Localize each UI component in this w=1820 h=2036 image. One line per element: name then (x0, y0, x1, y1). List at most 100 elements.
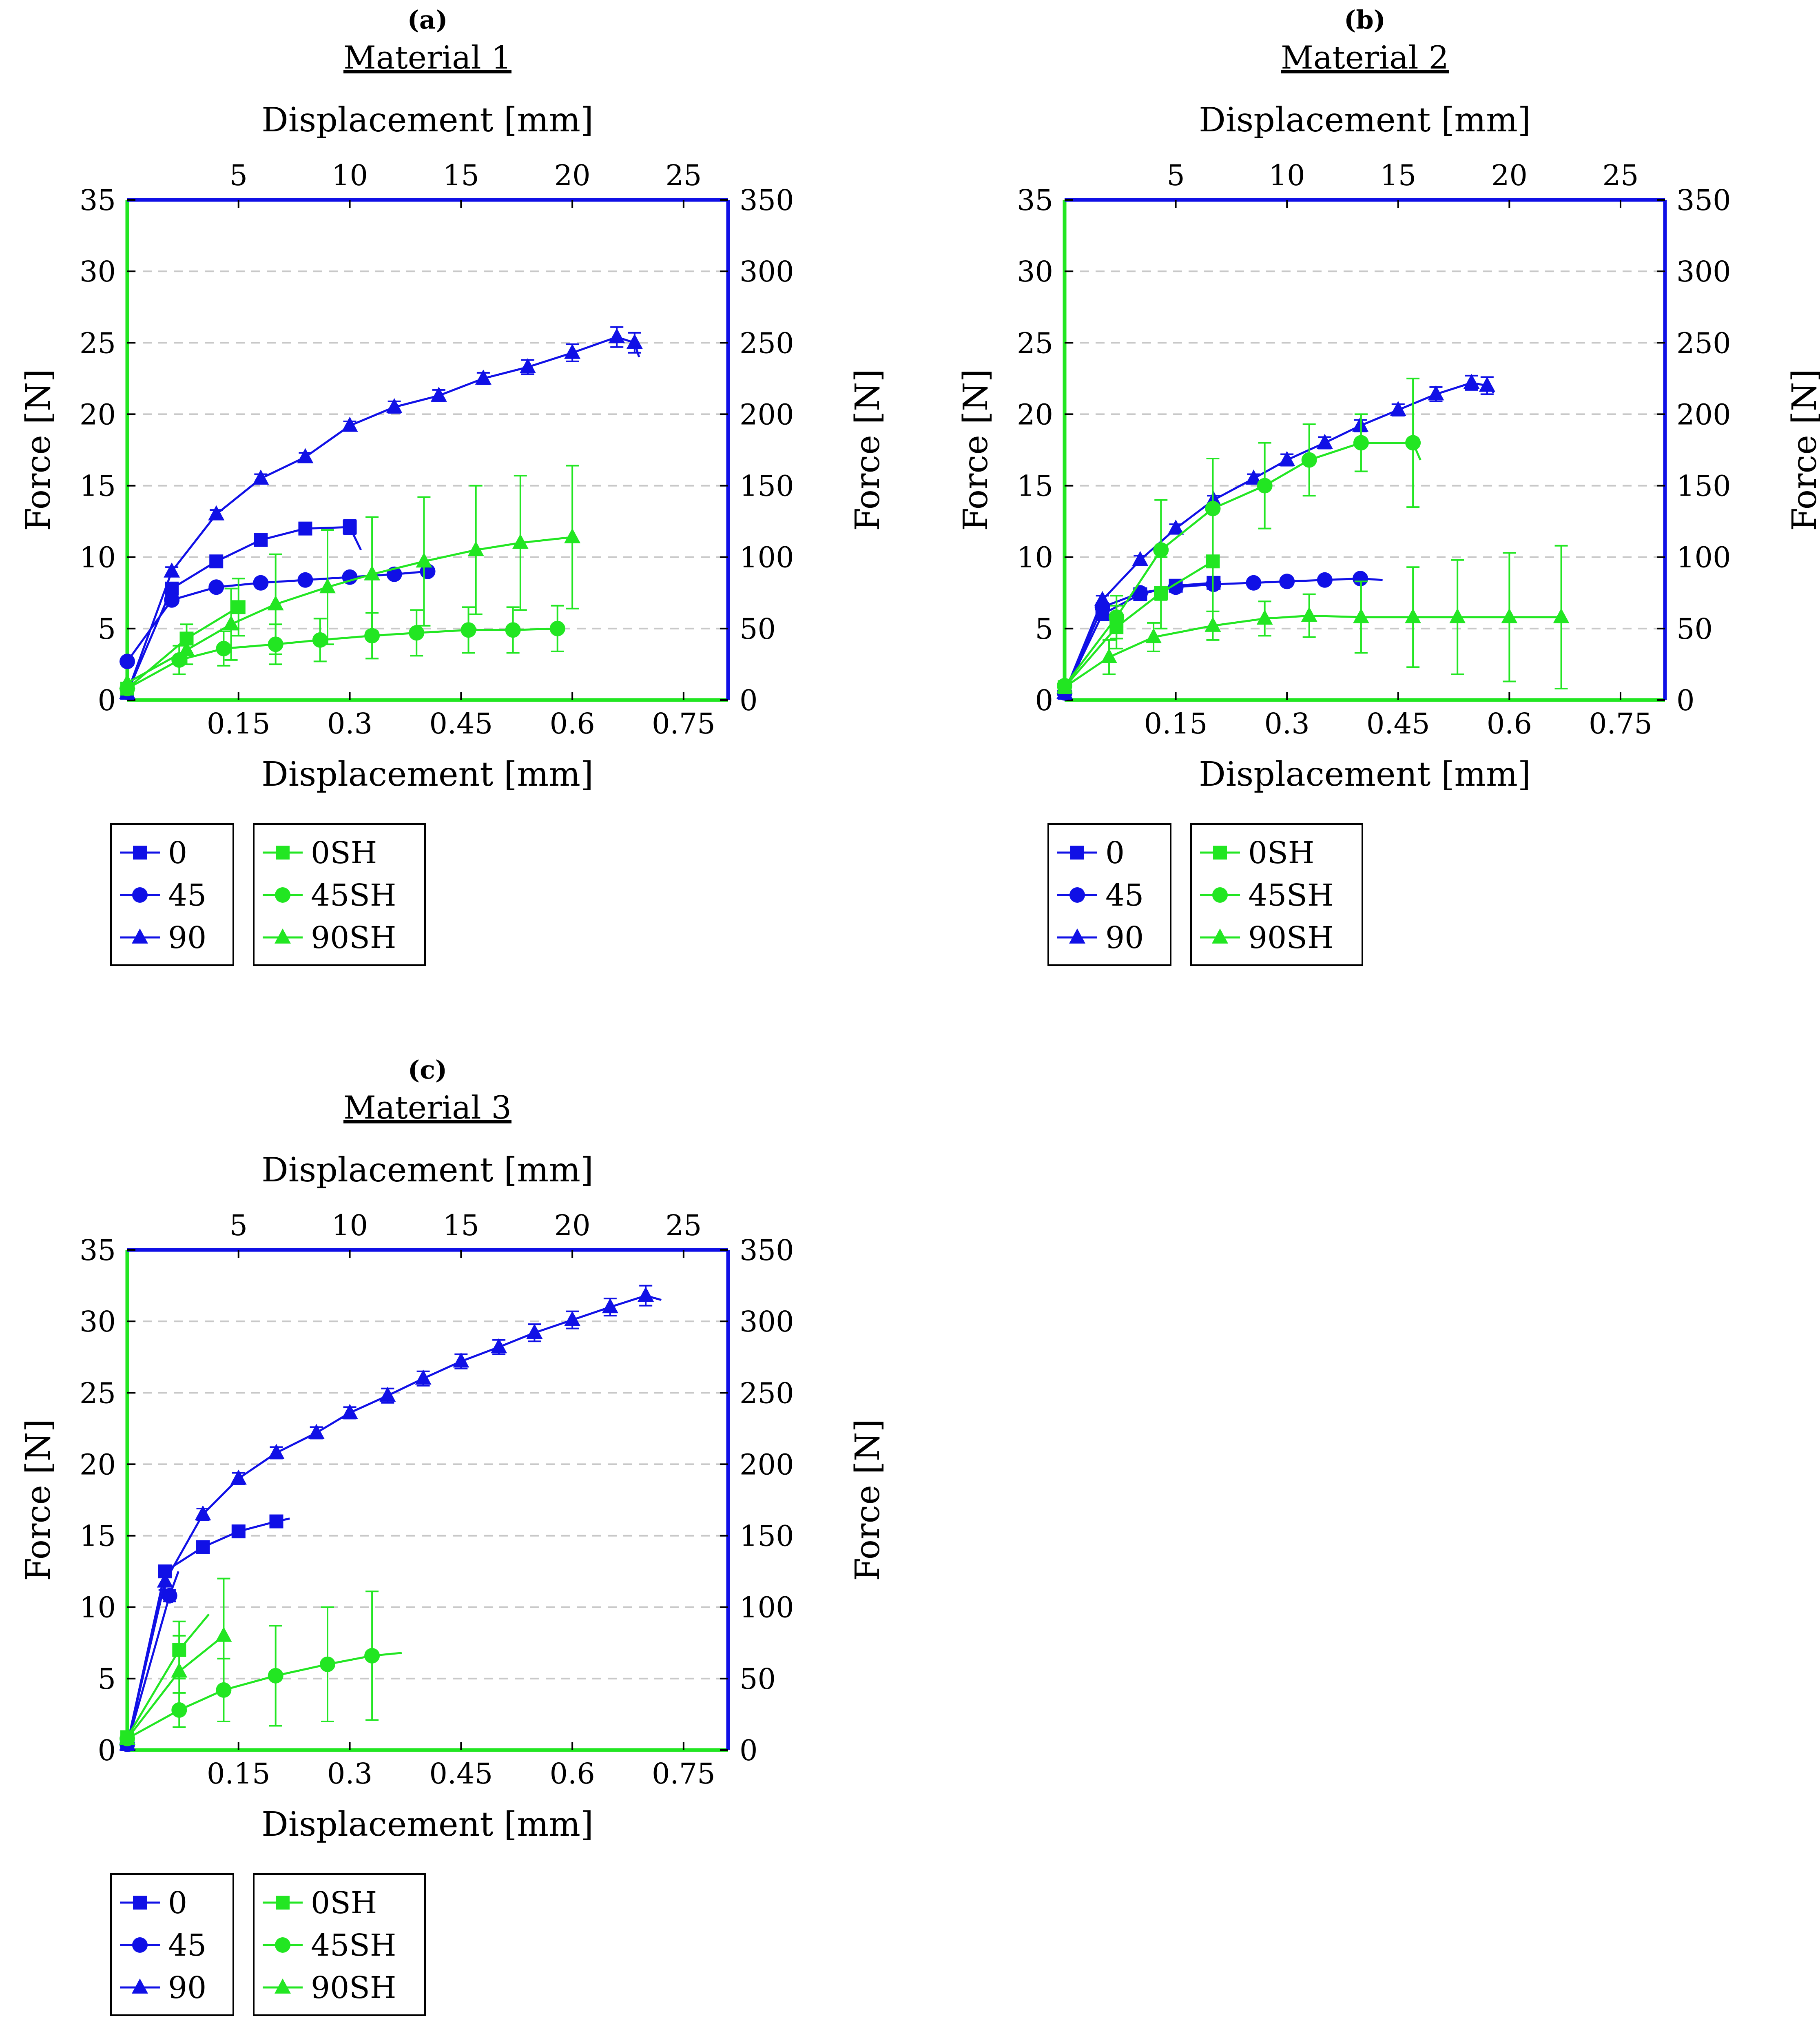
data-point-0SH (231, 600, 246, 614)
legend-label: 0 (1105, 835, 1125, 871)
y-tick-label-right: 250 (1676, 326, 1731, 360)
y-tick-label-right: 50 (1676, 612, 1713, 646)
series-line-90SH (1064, 614, 1561, 688)
y-tick-label-left: 5 (1035, 612, 1053, 646)
data-point-90 (341, 1404, 358, 1419)
legend-label: 45 (1105, 878, 1144, 913)
data-point-90 (564, 1311, 581, 1326)
data-point-45SH (409, 625, 425, 641)
legend-green: 0SH 45SH 90SH (253, 1873, 426, 2016)
data-point-45 (1132, 585, 1148, 601)
series-45 (1057, 571, 1383, 701)
series-line-90 (126, 1294, 662, 1745)
x-tick-label-top: 20 (1491, 159, 1528, 192)
y-tick-label-left: 10 (80, 1591, 116, 1624)
data-point-90 (1390, 401, 1406, 416)
data-point-90 (268, 1444, 285, 1459)
data-point-90SH (1101, 648, 1118, 663)
x-tick-label-bottom: 0.6 (549, 707, 595, 740)
data-point-90 (297, 448, 314, 463)
data-point-45 (1168, 579, 1184, 595)
data-point-90 (1428, 385, 1444, 401)
data-point-0 (269, 1514, 283, 1529)
data-point-45SH (1405, 435, 1421, 451)
legend-label: 0SH (1248, 835, 1314, 871)
x-tick-label-bottom: 0.75 (1589, 707, 1652, 740)
data-point-45 (120, 654, 135, 669)
data-point-45SH (549, 620, 565, 636)
data-point-45SH (312, 632, 328, 648)
data-point-90 (1245, 470, 1262, 485)
x-tick-label-top: 5 (230, 1209, 248, 1242)
panel-title: Material 3 (343, 1090, 511, 1126)
x-tick-label-top: 5 (1167, 159, 1185, 192)
data-point-0 (298, 521, 312, 536)
y-tick-label-left: 20 (80, 398, 116, 431)
x-tick-label-bottom: 0.45 (429, 707, 493, 740)
y-tick-label-left: 30 (1017, 255, 1053, 288)
data-point-90 (379, 1387, 396, 1402)
legend-blue: 0 45 90 (1047, 823, 1171, 966)
y-tick-label-left: 0 (97, 684, 116, 717)
data-point-90 (520, 358, 536, 373)
data-point-90 (252, 470, 269, 485)
panel-title: Material 2 (1281, 40, 1449, 76)
series-90 (119, 1285, 662, 1750)
y-tick-label-right: 300 (740, 1305, 794, 1338)
legend-label: 90SH (311, 920, 396, 955)
x-axis-label-bottom: Displacement [mm] (1199, 755, 1531, 794)
legend-label: 90SH (311, 1970, 396, 2005)
y-tick-label-left: 0 (97, 1734, 116, 1767)
data-point-45 (208, 579, 224, 595)
x-tick-label-bottom: 0.15 (207, 1757, 270, 1790)
legend-label: 0 (168, 835, 187, 871)
x-tick-label-bottom: 0.3 (327, 707, 372, 740)
data-point-90SH (1145, 628, 1162, 643)
series-90SH (119, 1577, 232, 1745)
x-tick-label-bottom: 0.45 (429, 1757, 493, 1790)
data-point-45SH (216, 640, 232, 656)
y-tick-label-left: 30 (80, 1305, 116, 1338)
data-point-0 (231, 1524, 246, 1539)
panel-label: (b) (1344, 5, 1386, 35)
legend-label: 90 (168, 920, 206, 955)
series-line-45SH (126, 627, 558, 690)
data-point-90SH (119, 1729, 135, 1745)
data-point-45SH (320, 1656, 335, 1672)
y-tick-label-left: 15 (1017, 470, 1053, 503)
data-point-90SH (171, 1662, 188, 1678)
data-point-90SH (1553, 608, 1570, 623)
data-point-0 (209, 554, 224, 569)
x-tick-label-top: 15 (1380, 159, 1416, 192)
legend-marker (1212, 928, 1228, 944)
legend-label: 45SH (1248, 878, 1333, 913)
series-45 (120, 563, 436, 669)
data-point-45SH (364, 1648, 380, 1664)
chart-panel-1: (a) Material 1 Displacement [mm] 0.15 0.3 0.4… (19, 5, 887, 966)
data-point-90 (491, 1338, 507, 1354)
data-point-90SH (319, 578, 336, 594)
legend-label: 0 (168, 1885, 187, 1921)
data-point-90 (453, 1352, 469, 1368)
data-point-45SH (1153, 542, 1169, 558)
x-tick-label-bottom: 0.75 (652, 1757, 715, 1790)
data-point-45 (164, 592, 180, 608)
data-point-90 (430, 386, 447, 402)
data-point-90SH (1256, 609, 1273, 625)
x-axis-label-top: Displacement [mm] (1199, 101, 1531, 140)
y-tick-label-right: 100 (740, 1591, 794, 1624)
x-tick-label-top: 25 (1602, 159, 1638, 192)
y-tick-label-left: 10 (1017, 541, 1053, 574)
data-point-45 (1353, 571, 1368, 587)
y-tick-label-left: 35 (1017, 184, 1053, 217)
y-tick-label-left: 35 (80, 184, 116, 217)
y-tick-label-right: 250 (740, 1376, 794, 1410)
data-point-45SH (1301, 452, 1317, 468)
y-tick-label-left: 25 (1017, 326, 1053, 360)
data-point-90 (638, 1287, 654, 1302)
data-point-90 (1463, 374, 1480, 389)
legend-label: 45SH (311, 1928, 396, 1963)
data-point-90SH (1056, 678, 1073, 693)
y-tick-label-right: 50 (740, 612, 776, 646)
